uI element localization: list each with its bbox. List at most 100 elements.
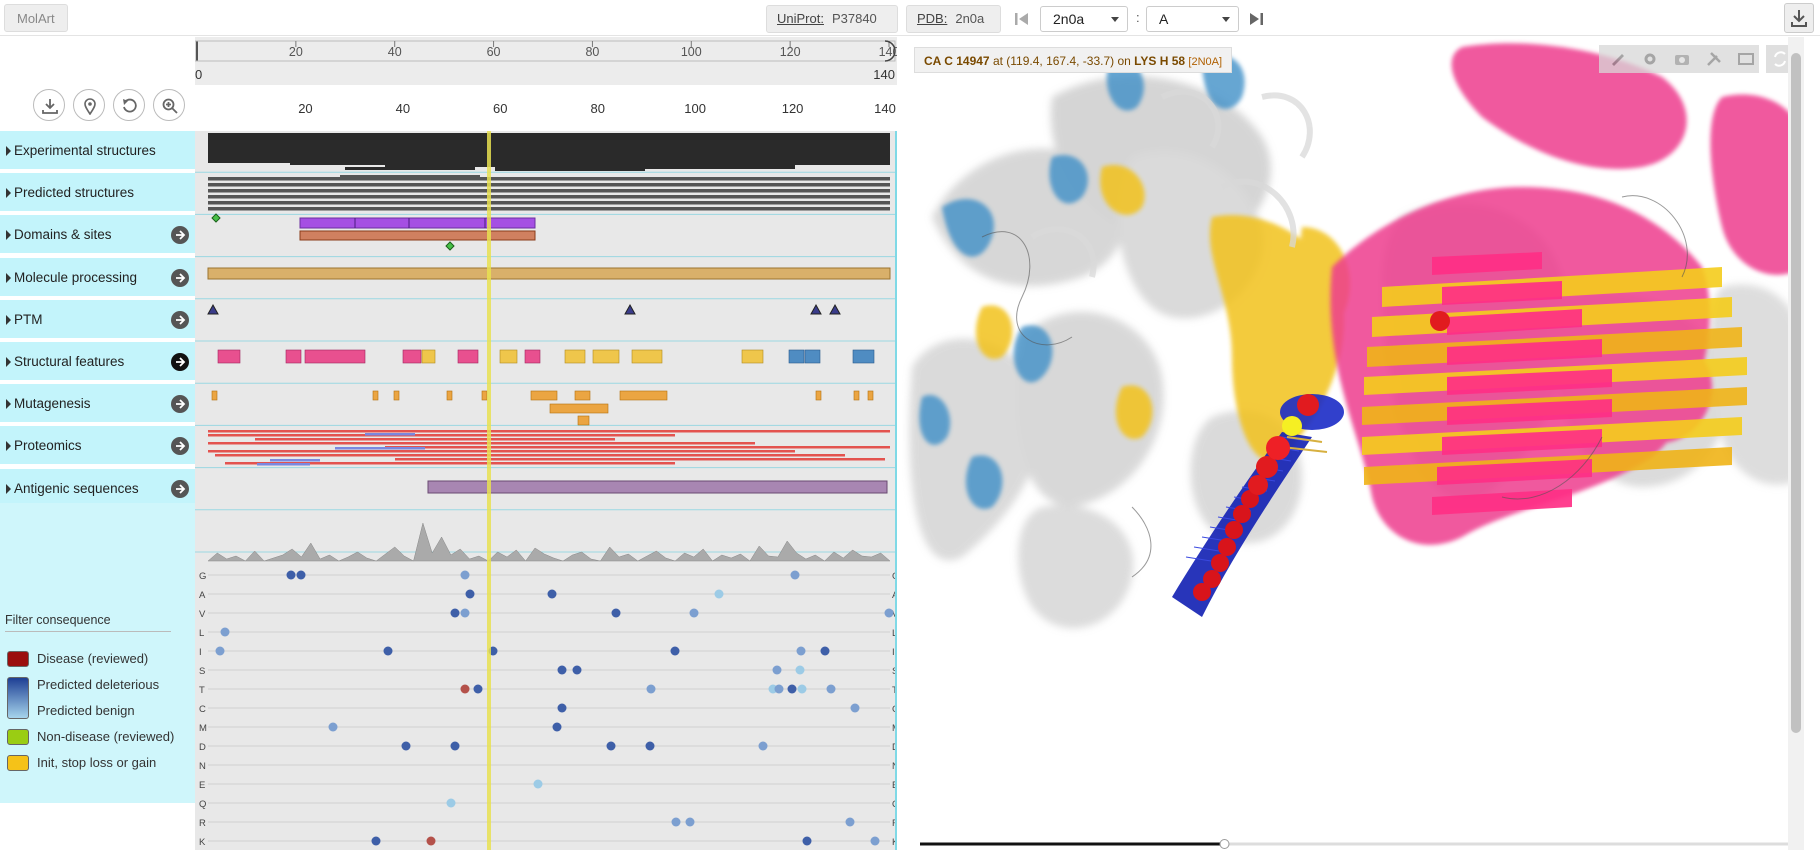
variant-dot[interactable]: [533, 779, 543, 789]
arrow-right-icon[interactable]: [171, 395, 189, 414]
mutagenesis-feature[interactable]: [815, 390, 822, 401]
category-row[interactable]: PTM: [0, 299, 195, 340]
mutagenesis-feature[interactable]: [574, 390, 591, 401]
mutagenesis-feature[interactable]: [577, 415, 590, 426]
category-row[interactable]: Mutagenesis: [0, 384, 195, 425]
variant-dot[interactable]: [401, 741, 411, 751]
variant-dot[interactable]: [611, 608, 621, 618]
caret-right-icon[interactable]: [6, 357, 11, 367]
variant-dot[interactable]: [552, 722, 562, 732]
structural-feature[interactable]: [852, 349, 875, 364]
variant-dot[interactable]: [383, 646, 393, 656]
proteomics-peptide[interactable]: [225, 462, 675, 465]
predicted-structure-bar[interactable]: [208, 183, 890, 187]
caret-right-icon[interactable]: [6, 399, 11, 410]
variant-dot[interactable]: [547, 589, 557, 599]
proteomics-peptide[interactable]: [208, 434, 675, 437]
variant-dot[interactable]: [473, 684, 483, 694]
domain-bar[interactable]: [299, 217, 536, 229]
region-bar[interactable]: [299, 230, 536, 241]
uniprot-label[interactable]: UniProt:: [777, 11, 824, 26]
scrollbar-thumb[interactable]: [1791, 53, 1801, 733]
variant-dot[interactable]: [645, 741, 655, 751]
variant-dot[interactable]: [797, 684, 807, 694]
highlight-icon[interactable]: [1609, 50, 1627, 68]
structural-feature[interactable]: [217, 349, 241, 364]
predicted-structure-bar[interactable]: [208, 177, 890, 181]
structural-feature[interactable]: [457, 349, 479, 364]
pin-button[interactable]: [73, 89, 105, 121]
variant-dot[interactable]: [557, 703, 567, 713]
settings-icon[interactable]: [1641, 50, 1659, 68]
variant-dot[interactable]: [714, 589, 724, 599]
variant-dot[interactable]: [689, 608, 699, 618]
structural-feature[interactable]: [285, 349, 302, 364]
category-row[interactable]: Predicted structures: [0, 173, 195, 214]
ptm-marker[interactable]: [207, 303, 219, 315]
site-marker[interactable]: [211, 213, 221, 223]
arrow-right-icon[interactable]: [171, 310, 189, 329]
variant-dot[interactable]: [670, 646, 680, 656]
proteomics-peptide[interactable]: [385, 446, 890, 449]
variant-dot[interactable]: [572, 665, 582, 675]
experimental-structure-bar[interactable]: [345, 167, 475, 170]
category-row[interactable]: Molecule processing: [0, 257, 195, 298]
zoom-button[interactable]: [153, 89, 185, 121]
mutagenesis-feature[interactable]: [549, 403, 609, 414]
caret-right-icon[interactable]: [6, 188, 11, 199]
variant-dot[interactable]: [820, 646, 830, 656]
predicted-structure-bar[interactable]: [208, 201, 890, 205]
category-row[interactable]: Experimental structures: [0, 131, 195, 171]
proteomics-peptide[interactable]: [208, 430, 890, 433]
experimental-structure-coverage[interactable]: [208, 133, 890, 171]
variant-dot[interactable]: [371, 836, 381, 846]
mutagenesis-feature[interactable]: [867, 390, 874, 401]
category-row[interactable]: Proteomics: [0, 426, 195, 467]
caret-right-icon[interactable]: [6, 146, 11, 156]
download-tracks-button[interactable]: [33, 89, 65, 121]
variant-dot[interactable]: [296, 570, 306, 580]
mutagenesis-feature[interactable]: [446, 390, 453, 401]
predicted-structure-bar[interactable]: [208, 195, 890, 199]
reset-button[interactable]: [113, 89, 145, 121]
category-row[interactable]: Structural features: [0, 342, 195, 382]
structural-feature[interactable]: [421, 349, 436, 364]
mutagenesis-feature[interactable]: [372, 390, 379, 401]
sequence-overview-ruler[interactable]: 20 40 60 80 100 120 140 0 140: [195, 37, 897, 85]
caret-right-icon[interactable]: [6, 483, 11, 494]
structural-feature[interactable]: [524, 349, 541, 364]
predicted-structure-bar[interactable]: [340, 175, 480, 178]
structural-feature[interactable]: [402, 349, 422, 364]
variant-dot[interactable]: [460, 684, 470, 694]
arrow-right-icon[interactable]: [171, 479, 189, 498]
structure-viewer[interactable]: CA C 14947 at (119.4, 167.4, -33.7) on L…: [902, 37, 1804, 850]
variant-dot[interactable]: [787, 684, 797, 694]
variant-dot[interactable]: [450, 741, 460, 751]
mutagenesis-feature[interactable]: [393, 390, 400, 401]
variant-dot[interactable]: [850, 703, 860, 713]
variant-dot[interactable]: [426, 836, 436, 846]
variant-dot[interactable]: [758, 741, 768, 751]
variant-dot[interactable]: [845, 817, 855, 827]
category-row[interactable]: Domains & sites: [0, 215, 195, 256]
mutagenesis-feature[interactable]: [853, 390, 860, 401]
variant-dot[interactable]: [774, 684, 784, 694]
last-structure-icon[interactable]: [1246, 9, 1266, 29]
arrow-right-icon[interactable]: [171, 226, 189, 245]
ptm-marker[interactable]: [624, 303, 636, 315]
slider-handle[interactable]: [1219, 839, 1230, 849]
proteomics-peptide[interactable]: [208, 450, 795, 453]
structural-feature[interactable]: [592, 349, 620, 364]
caret-right-icon[interactable]: [6, 314, 11, 325]
fullscreen-icon[interactable]: [1737, 50, 1755, 68]
variant-dot[interactable]: [460, 570, 470, 580]
structure-select[interactable]: 2n0a: [1040, 6, 1128, 32]
arrow-right-icon[interactable]: [171, 353, 189, 371]
variant-dot[interactable]: [215, 646, 225, 656]
variant-dot[interactable]: [790, 570, 800, 580]
arrow-right-icon[interactable]: [171, 268, 189, 287]
variant-dot[interactable]: [796, 646, 806, 656]
app-logo[interactable]: MolArt: [4, 4, 68, 32]
tools-icon[interactable]: [1705, 50, 1723, 68]
caret-right-icon[interactable]: [6, 441, 11, 452]
